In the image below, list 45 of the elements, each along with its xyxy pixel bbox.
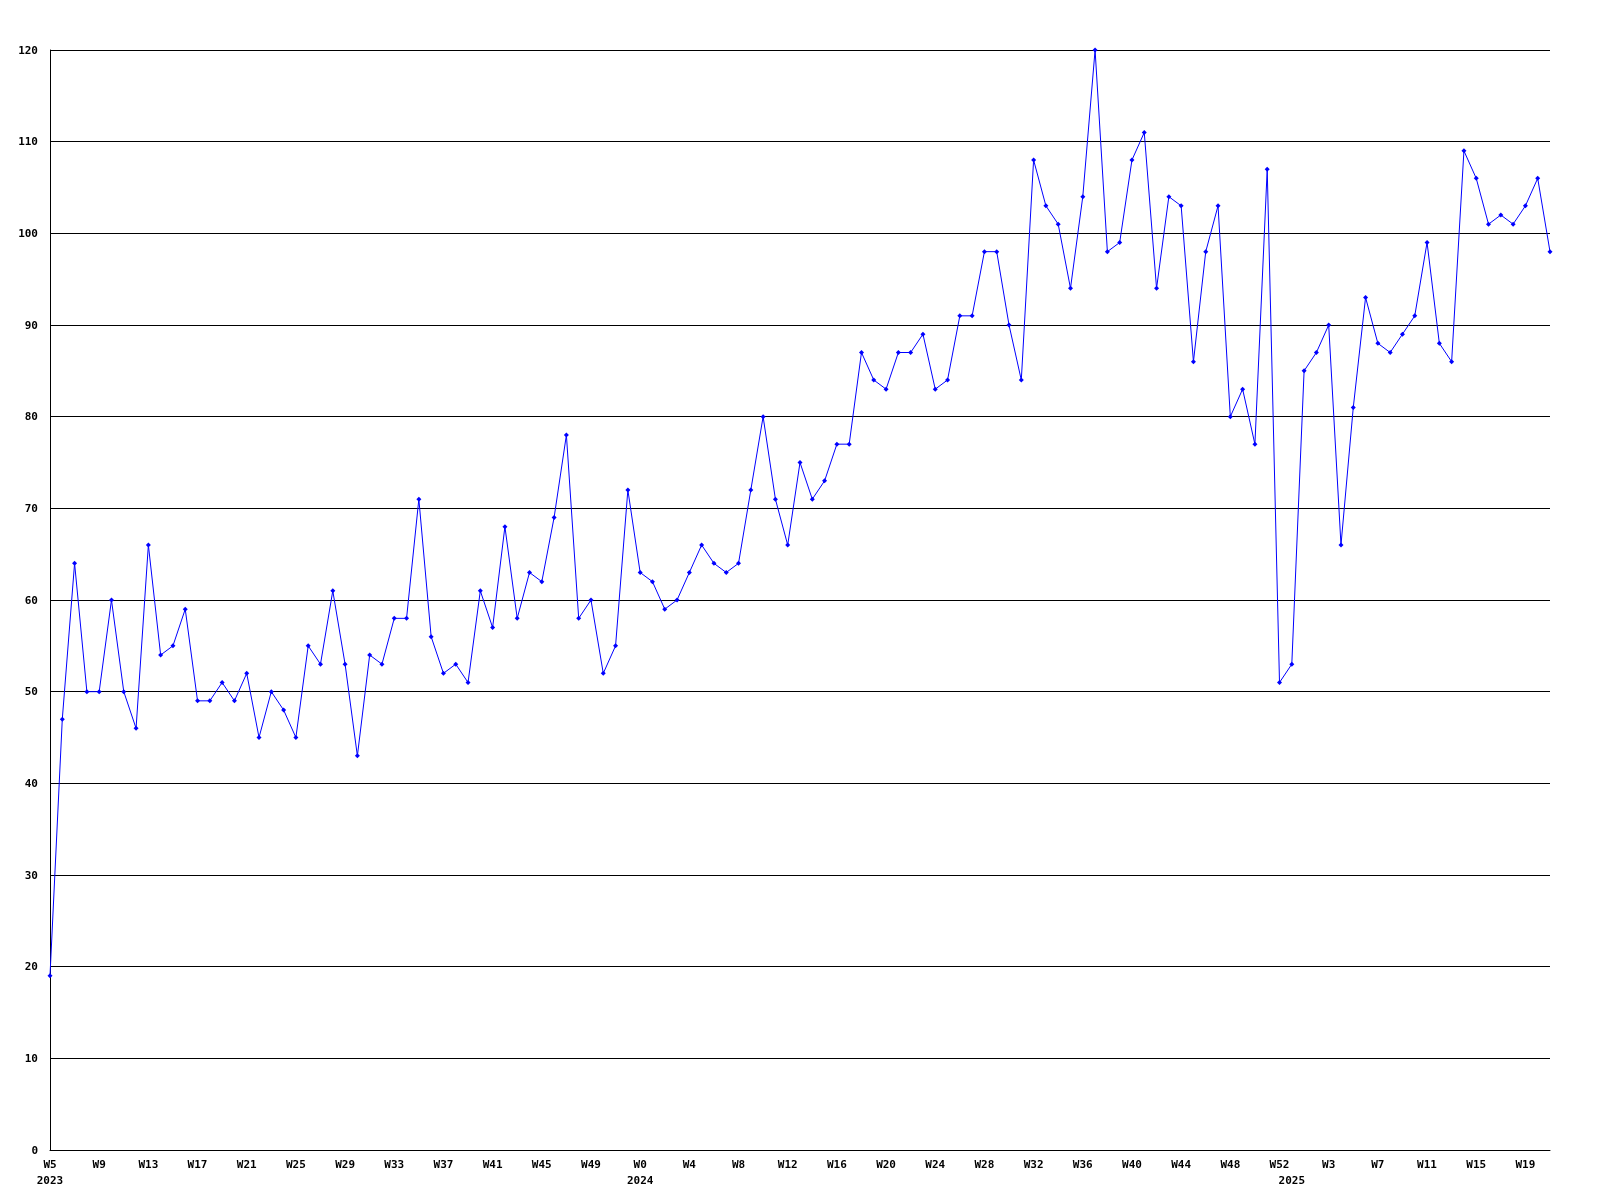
x-tick-label: W29 bbox=[335, 1157, 356, 1171]
x-tick-label: W40 bbox=[1122, 1157, 1142, 1171]
x-tick-label: W16 bbox=[826, 1157, 848, 1171]
x-tick-label: W11 bbox=[1417, 1157, 1438, 1171]
y-tick-label: 90 bbox=[24, 318, 38, 332]
y-tick-label: 80 bbox=[24, 410, 38, 424]
x-tick-label: W25 bbox=[285, 1157, 306, 1171]
x-tick-label: 2025 bbox=[1278, 1173, 1306, 1187]
y-tick-label: 110 bbox=[18, 135, 38, 149]
x-tick-label: W8 bbox=[731, 1157, 746, 1171]
x-tick-label: W48 bbox=[1220, 1157, 1241, 1171]
x-tick-label: W15 bbox=[1466, 1157, 1487, 1171]
x-tick-label: W20 bbox=[876, 1157, 896, 1171]
y-tick-label: 0 bbox=[31, 1143, 38, 1157]
x-tick-label: W52 bbox=[1269, 1157, 1290, 1171]
y-tick-label: 10 bbox=[24, 1051, 38, 1065]
x-tick-label: W4 bbox=[682, 1157, 697, 1171]
x-tick-label: W19 bbox=[1515, 1157, 1536, 1171]
x-tick-label: W13 bbox=[138, 1157, 159, 1171]
x-tick-label: W5 2023 bbox=[36, 1157, 64, 1187]
x-tick-label: W36 bbox=[1072, 1157, 1094, 1171]
x-tick-label: W0 2024 bbox=[626, 1157, 654, 1187]
x-tick-label: W33 bbox=[384, 1157, 405, 1171]
x-tick-label: W44 bbox=[1171, 1157, 1192, 1171]
x-tick-label: W3 bbox=[1322, 1157, 1336, 1171]
x-tick-label: W21 bbox=[236, 1157, 258, 1171]
x-tick-label: W37 bbox=[433, 1157, 454, 1171]
x-tick-label: W9 bbox=[92, 1157, 106, 1171]
x-tick-label: W41 bbox=[482, 1157, 503, 1171]
y-tick-label: 30 bbox=[24, 868, 38, 882]
y-tick-label: 100 bbox=[18, 226, 38, 240]
y-tick-label: 50 bbox=[24, 685, 38, 699]
x-tick-label: W28 bbox=[974, 1157, 995, 1171]
y-tick-label: 20 bbox=[24, 960, 38, 974]
x-tick-label: W49 bbox=[581, 1157, 601, 1171]
x-tick-label: W24 bbox=[925, 1157, 946, 1171]
y-tick-label: 70 bbox=[24, 501, 38, 515]
x-tick-label: W32 bbox=[1023, 1157, 1044, 1171]
x-tick-label: W7 bbox=[1371, 1157, 1385, 1171]
y-tick-label: 40 bbox=[24, 776, 38, 790]
y-tick-label: 120 bbox=[18, 43, 38, 57]
x-tick-label: W17 bbox=[187, 1157, 208, 1171]
y-tick-label: 60 bbox=[24, 593, 38, 607]
x-tick-label: W45 bbox=[531, 1157, 552, 1171]
x-tick-label: W12 bbox=[777, 1157, 798, 1171]
